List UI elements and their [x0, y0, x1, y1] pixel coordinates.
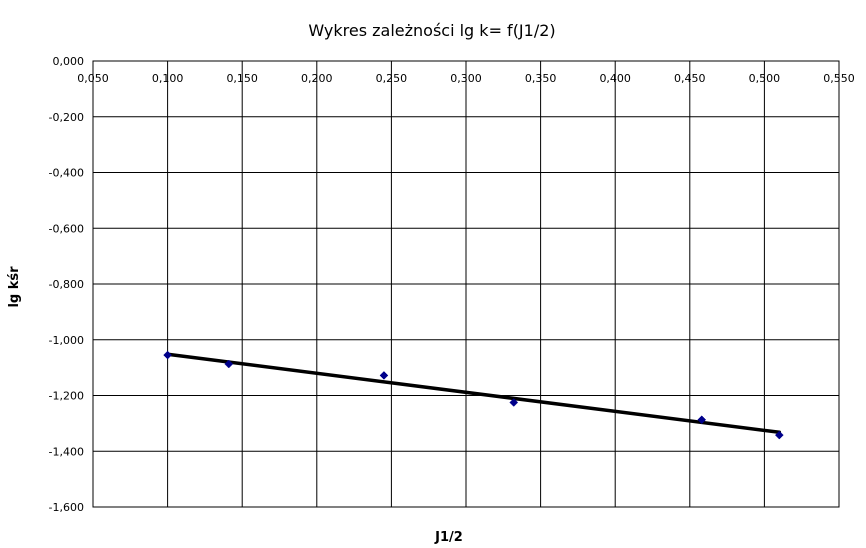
y-tick-label: -1,600: [49, 501, 84, 514]
y-axis-tick-labels: 0,000 -0,200 -0,400 -0,600 -0,800 -1,000 -1,20…: [49, 55, 84, 514]
y-tick-label: -0,400: [49, 167, 84, 180]
trendline: [165, 352, 782, 435]
data-points: [163, 350, 784, 440]
y-tick-label: -0,200: [49, 111, 84, 124]
x-axis-title: J1/2: [434, 530, 463, 545]
y-tick-label: -1,200: [49, 390, 84, 403]
y-tick-label: -1,000: [49, 334, 84, 347]
plot-area: [92, 60, 840, 508]
data-point: [509, 398, 519, 407]
x-tick-label: 0,200: [301, 72, 333, 85]
y-tick-label: -1,400: [49, 445, 84, 458]
chart-title: Wykres zależności lg k= f(J1/2): [308, 21, 555, 40]
y-tick-label: -0,800: [49, 278, 84, 291]
x-tick-label: 0,550: [823, 72, 855, 85]
data-point: [379, 371, 389, 380]
x-tick-label: 0,250: [376, 72, 408, 85]
x-tick-label: 0,050: [77, 72, 109, 85]
x-tick-label: 0,350: [525, 72, 557, 85]
x-tick-label: 0,100: [152, 72, 184, 85]
x-tick-label: 0,450: [674, 72, 706, 85]
x-tick-label: 0,150: [226, 72, 258, 85]
data-point: [697, 415, 707, 425]
x-axis-tick-labels: 0,050 0,100 0,150 0,200 0,250 0,300 0,350 0,400…: [77, 72, 855, 85]
y-tick-label: 0,000: [53, 55, 85, 68]
y-axis-title: lg kśr: [7, 266, 22, 308]
x-tick-label: 0,500: [749, 72, 781, 85]
y-tick-label: -0,600: [49, 222, 84, 235]
data-point: [163, 350, 172, 360]
x-tick-label: 0,300: [450, 72, 482, 85]
x-tick-label: 0,400: [599, 72, 631, 85]
data-point: [774, 430, 784, 440]
data-point: [224, 359, 234, 369]
trendline-group: [165, 352, 782, 435]
